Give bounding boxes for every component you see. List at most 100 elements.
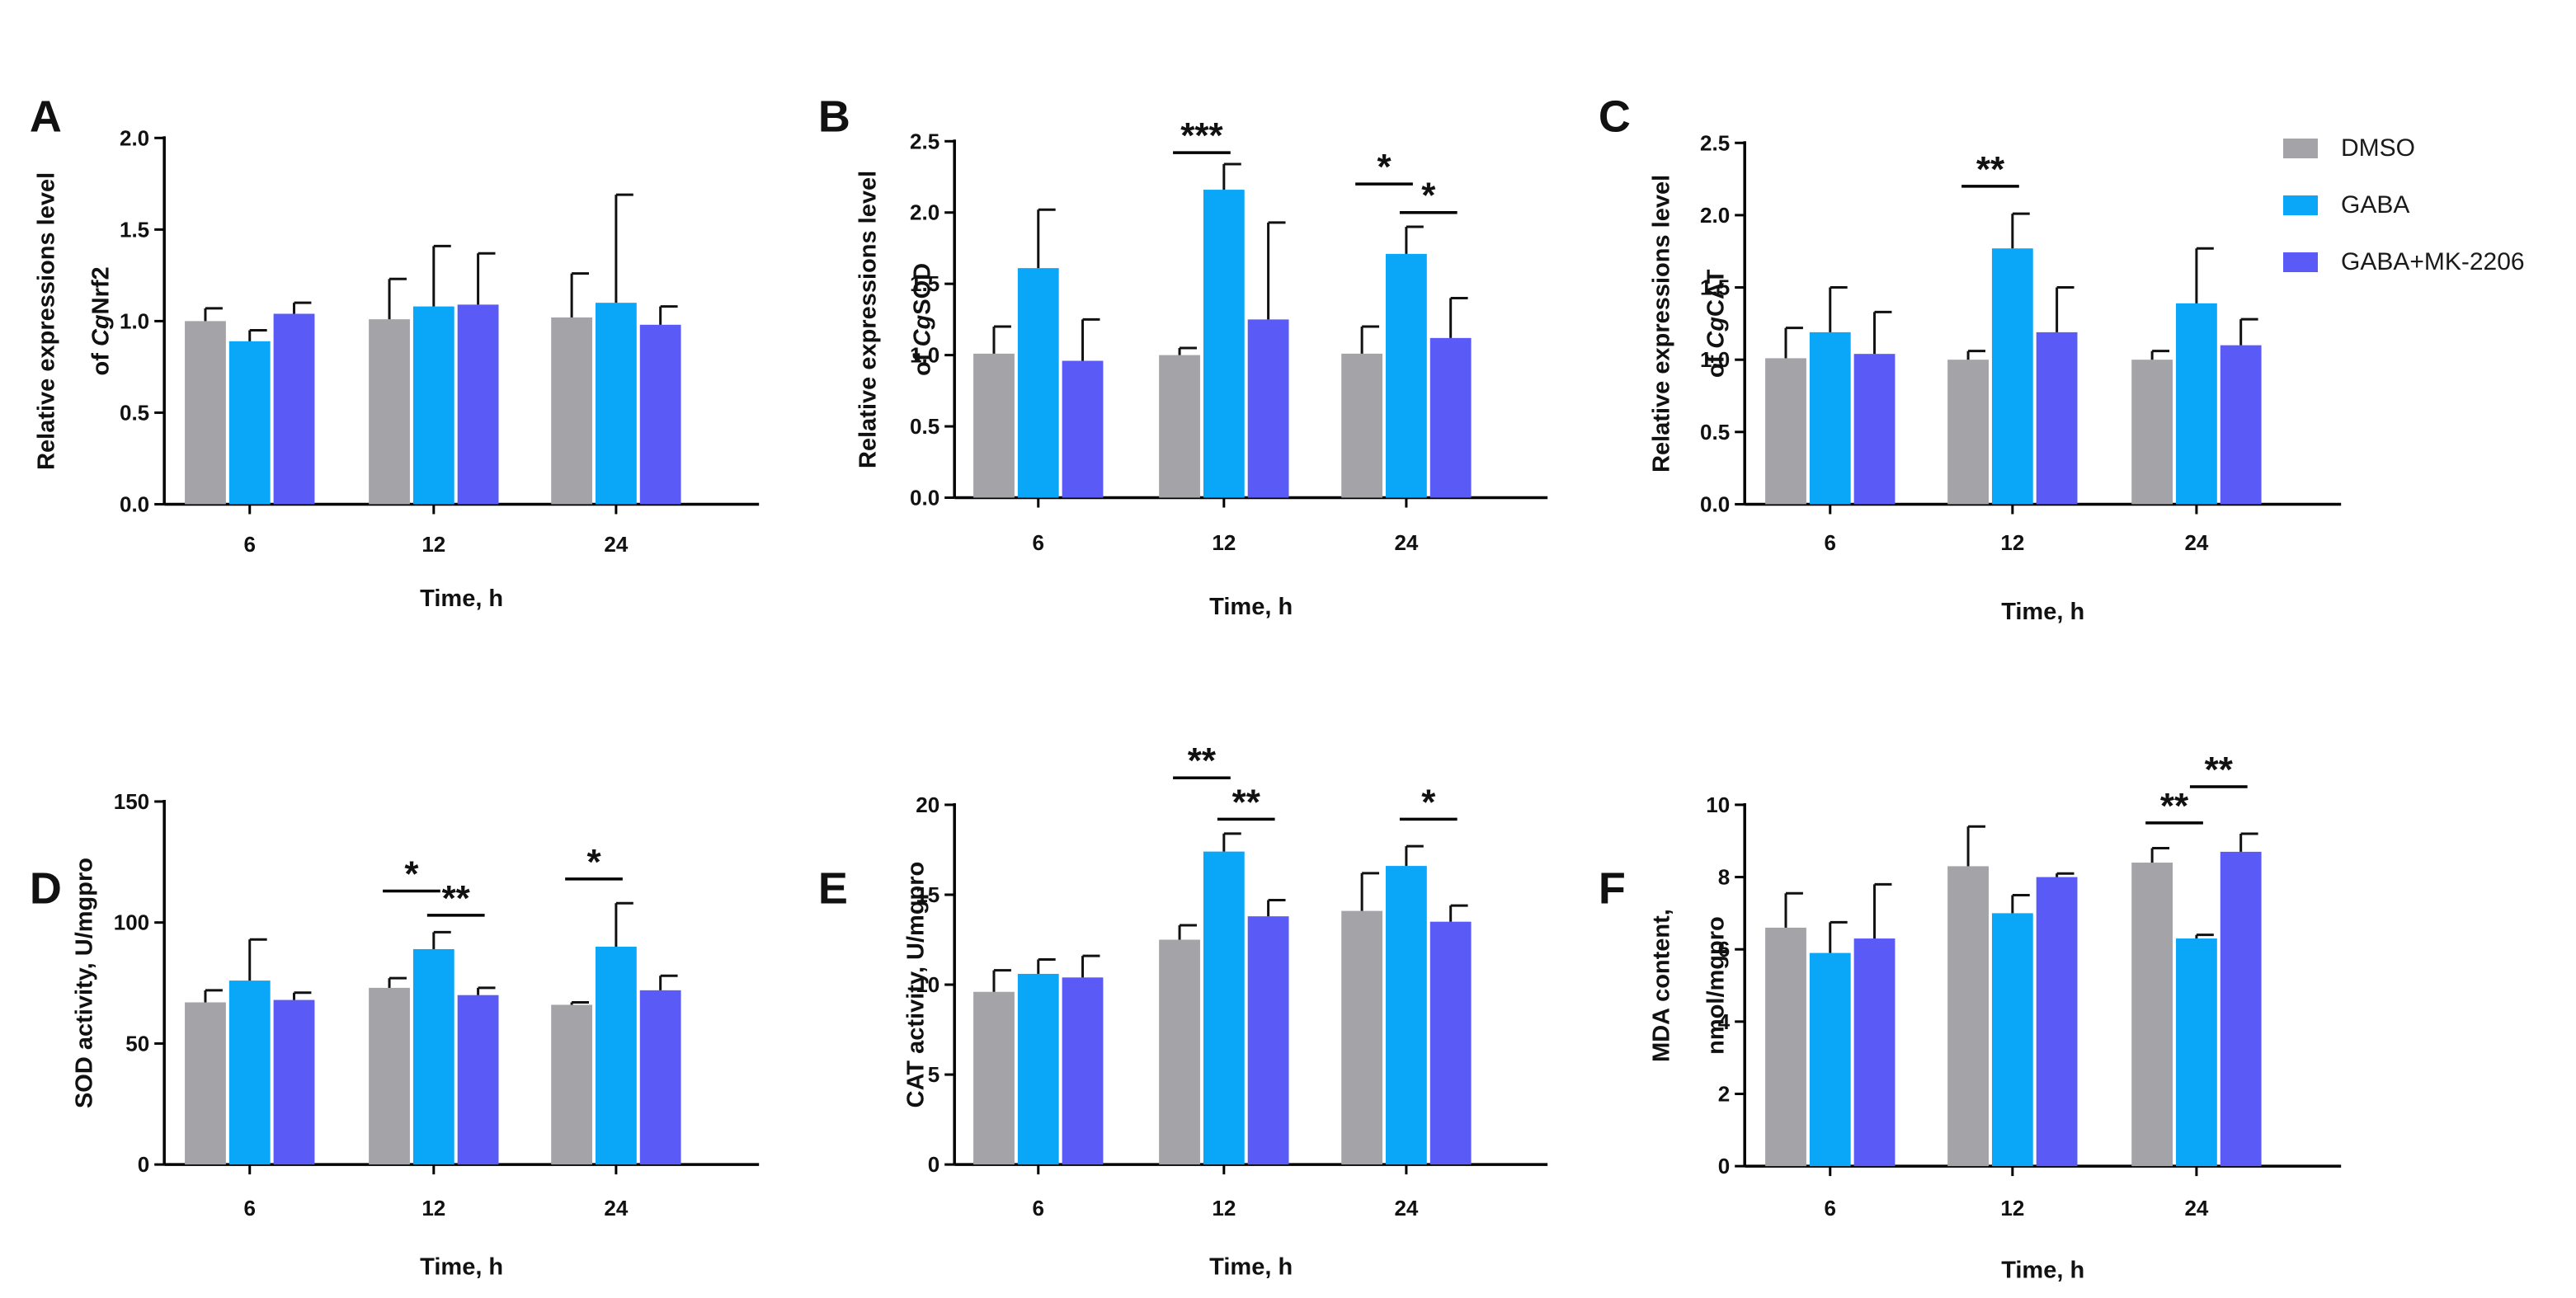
y-tick-label: 150	[114, 789, 149, 814]
x-tick-label: 24	[1394, 530, 1418, 555]
legend-item-gaba-mk2206: GABA+MK-2206	[2283, 246, 2564, 279]
x-tick-label: 24	[1394, 1196, 1418, 1220]
y-tick-label: 1.5	[910, 271, 940, 296]
bar	[639, 324, 681, 505]
y-tick-label: 0.0	[120, 491, 149, 516]
bar	[1247, 916, 1289, 1165]
x-tick-label: 6	[1033, 1196, 1044, 1220]
y-tick-label: 10	[1706, 792, 1730, 817]
x-tick-label: 12	[1212, 1196, 1236, 1220]
bar	[595, 947, 637, 1165]
y-tick-label: 2.0	[910, 200, 940, 225]
significance-label: *	[1377, 147, 1392, 187]
y-tick-label: 1.5	[1700, 275, 1730, 300]
bar	[1017, 973, 1059, 1165]
y-tick-label: 15	[916, 882, 940, 907]
legend-item-gaba: GABA	[2283, 189, 2564, 222]
bar	[1203, 190, 1245, 498]
significance-label: *	[1421, 782, 1436, 822]
panel-letter-c: C	[1599, 92, 1631, 141]
x-tick-label: 12	[2000, 530, 2024, 555]
y-tick-label: 0.5	[1700, 420, 1730, 444]
legend: DMSO GABA GABA+MK-2206	[2283, 132, 2564, 303]
significance-label: **	[442, 878, 471, 919]
y-axis-title-part: Relative expressions level	[34, 172, 60, 470]
bar	[457, 304, 499, 505]
x-tick-label: 6	[244, 532, 256, 557]
bar	[973, 991, 1015, 1165]
y-tick-label: 2.0	[120, 125, 149, 150]
y-axis-title-part: CAT activity, U/mgpro	[902, 862, 929, 1108]
bar	[1062, 360, 1104, 498]
significance-label: *	[1421, 176, 1436, 216]
bar	[1429, 921, 1472, 1165]
bar	[369, 319, 410, 505]
panel-letter-a: A	[30, 92, 62, 141]
y-axis-title-part: of	[1702, 349, 1729, 378]
y-axis-title: CAT activity, U/mgpro	[902, 862, 929, 1108]
x-tick-label: 24	[604, 1196, 628, 1220]
bar	[551, 1004, 593, 1165]
significance-label: **	[1976, 149, 2005, 190]
bar	[2176, 303, 2217, 505]
bar	[1386, 866, 1427, 1165]
x-axis-title: Time, h	[2001, 599, 2084, 625]
y-tick-label: 1.0	[120, 308, 149, 333]
y-tick-label: 2.0	[1700, 203, 1730, 228]
y-axis-title-part: SOD	[909, 263, 935, 315]
y-axis-title: nmol/mgpro	[1702, 916, 1729, 1055]
bar	[2036, 332, 2078, 505]
bar	[1809, 952, 1851, 1167]
y-tick-label: 50	[125, 1031, 149, 1056]
significance-label: *	[404, 854, 419, 895]
bar	[1159, 355, 1200, 498]
y-tick-label: 20	[916, 792, 940, 817]
bar	[1991, 913, 2033, 1167]
y-tick-label: 0	[928, 1152, 940, 1177]
bar	[2036, 877, 2078, 1167]
y-axis-title: of CgSOD	[909, 263, 935, 376]
legend-label-gaba: GABA	[2341, 191, 2410, 219]
y-tick-label: 5	[928, 1062, 940, 1087]
legend-swatch-gaba	[2283, 195, 2318, 215]
y-axis-title-part: Cg	[909, 314, 935, 346]
y-axis-title-part: Cg	[1702, 317, 1729, 349]
bar	[2131, 360, 2173, 505]
bar	[185, 321, 226, 505]
bar	[1341, 910, 1383, 1165]
bar	[1062, 977, 1104, 1165]
bar	[1809, 332, 1851, 505]
panel-d: D 0 50 100 150 6 12 24 Time, h SOD activity, U/mg…	[30, 789, 760, 1281]
x-tick-label: 6	[1825, 1196, 1836, 1220]
y-tick-label: 8	[1718, 865, 1730, 890]
bar	[457, 995, 499, 1165]
x-tick-label: 6	[1825, 530, 1836, 555]
panel-letter-d: D	[30, 863, 62, 913]
bar	[1017, 268, 1059, 498]
bar	[273, 313, 315, 505]
bar	[1429, 337, 1472, 498]
y-tick-label: 0.0	[910, 485, 940, 510]
y-axis-title-part: SOD activity, U/mgpro	[72, 858, 98, 1108]
y-tick-label: 1.5	[120, 217, 149, 242]
bar	[412, 306, 454, 505]
significance-label: ***	[1180, 115, 1223, 156]
bar	[639, 990, 681, 1165]
y-tick-label: 10	[916, 972, 940, 997]
bar	[1341, 353, 1383, 498]
y-axis-title-part: of	[87, 346, 114, 375]
y-axis-title: of CgNrf2	[87, 266, 114, 375]
bar	[1947, 866, 1989, 1167]
panel-letter-f: F	[1599, 863, 1626, 913]
y-tick-label: 2.5	[1700, 130, 1730, 155]
bar	[1159, 939, 1200, 1165]
significance-label: **	[1232, 782, 1261, 822]
significance-label: **	[2205, 750, 2234, 790]
y-axis-title: Relative expressions level	[34, 172, 60, 470]
bar	[2220, 851, 2262, 1167]
y-axis-title-part: Cg	[87, 314, 114, 346]
bar	[1853, 354, 1896, 505]
y-axis-title-part: Relative expressions level	[1649, 175, 1675, 473]
bar	[369, 987, 410, 1165]
y-tick-label: 0.0	[1700, 491, 1730, 516]
